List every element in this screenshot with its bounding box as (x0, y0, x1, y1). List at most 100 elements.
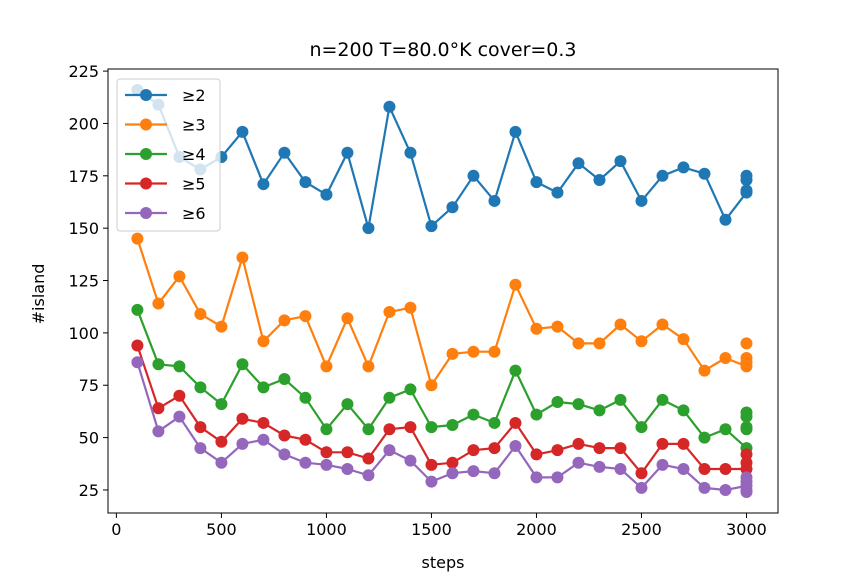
data-point (572, 337, 585, 350)
data-point (572, 456, 585, 469)
legend-label: ≥2 (182, 86, 206, 105)
data-point (593, 404, 606, 417)
legend-entry: ≥5 (125, 175, 206, 194)
data-point (446, 347, 459, 360)
data-point (320, 446, 333, 459)
data-point (677, 333, 690, 346)
legend-label: ≥4 (182, 145, 206, 164)
data-point (509, 278, 522, 291)
data-point (425, 379, 438, 392)
data-point (740, 421, 753, 434)
data-point (635, 467, 648, 480)
data-point (467, 345, 480, 358)
y-tick-label: 175 (68, 167, 99, 186)
data-point (320, 360, 333, 373)
legend-entry: ≥4 (125, 145, 206, 164)
data-point (614, 442, 627, 455)
x-tick-label: 500 (206, 520, 237, 539)
data-point (551, 471, 564, 484)
data-point (656, 437, 669, 450)
data-point (530, 408, 543, 421)
data-point (404, 146, 417, 159)
data-point (257, 416, 270, 429)
data-point (593, 460, 606, 473)
data-point (488, 345, 501, 358)
legend-entry: ≥6 (125, 204, 206, 223)
data-point (299, 456, 312, 469)
x-tick-label: 3000 (726, 520, 767, 539)
data-point (530, 471, 543, 484)
data-point (593, 337, 606, 350)
data-point (488, 194, 501, 207)
data-point (467, 465, 480, 478)
data-point (719, 463, 732, 476)
data-point (425, 421, 438, 434)
data-point (572, 437, 585, 450)
data-point (719, 213, 732, 226)
data-point (635, 335, 648, 348)
data-point (467, 169, 480, 182)
data-point (341, 312, 354, 325)
x-tick-label: 2000 (516, 520, 557, 539)
data-point (530, 176, 543, 189)
legend-marker (140, 148, 152, 160)
data-point (740, 456, 753, 469)
legend-marker (140, 89, 152, 101)
data-point (278, 448, 291, 461)
x-tick-label: 1000 (306, 520, 347, 539)
data-point (719, 423, 732, 436)
data-point (299, 310, 312, 323)
x-tick-label: 0 (111, 520, 121, 539)
legend-label: ≥5 (182, 175, 206, 194)
data-point (698, 481, 711, 494)
data-point (740, 169, 753, 182)
data-point (677, 404, 690, 417)
y-tick-label: 150 (68, 219, 99, 238)
data-point (236, 437, 249, 450)
data-point (194, 308, 207, 321)
data-point (131, 339, 144, 352)
legend-entry: ≥2 (125, 86, 206, 105)
data-point (740, 184, 753, 197)
data-point (362, 423, 375, 436)
data-point (194, 421, 207, 434)
y-tick-label: 25 (79, 481, 99, 500)
data-point (362, 452, 375, 465)
data-point (257, 335, 270, 348)
data-point (341, 463, 354, 476)
data-point (698, 463, 711, 476)
y-tick-label: 75 (79, 376, 99, 395)
legend: ≥2 ≥3 ≥4 ≥5 ≥6 (116, 78, 221, 232)
data-point (320, 458, 333, 471)
data-point (278, 146, 291, 159)
x-axis-label: steps (422, 553, 465, 572)
data-point (236, 251, 249, 264)
plot-frame (107, 68, 779, 514)
y-tick-label: 200 (68, 114, 99, 133)
y-axis: 25 50 75 100 125 150 175 200 225 (68, 62, 108, 500)
data-point (614, 155, 627, 168)
data-point (425, 475, 438, 488)
data-point (509, 364, 522, 377)
legend-entry: ≥3 (125, 116, 206, 135)
data-point (488, 442, 501, 455)
data-point (383, 444, 396, 457)
series-3 (131, 303, 753, 455)
data-point (383, 100, 396, 113)
data-point (341, 446, 354, 459)
plot-area (131, 83, 753, 499)
data-point (173, 360, 186, 373)
data-point (530, 448, 543, 461)
x-axis: 0 500 1000 1500 2000 2500 3000 (111, 513, 767, 539)
data-point (740, 483, 753, 496)
legend-box (116, 78, 221, 232)
data-point (215, 320, 228, 333)
legend-label: ≥3 (182, 116, 206, 135)
data-point (404, 421, 417, 434)
data-point (362, 469, 375, 482)
data-point (173, 389, 186, 402)
data-point (446, 201, 459, 214)
data-point (341, 398, 354, 411)
data-point (614, 393, 627, 406)
